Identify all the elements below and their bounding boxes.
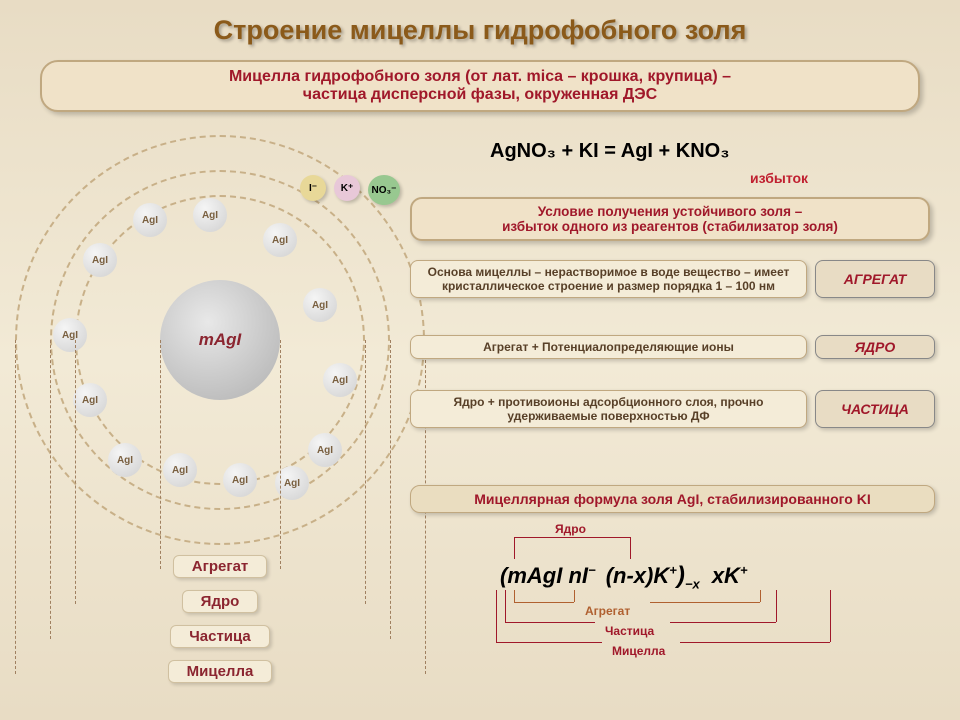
formula-area: Ядро (mAgI nI− (n-x)K+)−x xK+ Агрегат Ча… [450, 522, 920, 682]
agi-particle: AgI [53, 318, 87, 352]
guide-line [75, 340, 76, 604]
micelle-formula: (mAgI nI− (n-x)K+)−x xK+ [500, 562, 748, 591]
agi-particle: AgI [303, 288, 337, 322]
micelle-diagram: mAgI AgIAgIAgIAgIAgIAgIAgIAgIAgIAgIAgIAg… [10, 140, 430, 580]
diagram-label-2: Частица [90, 625, 350, 648]
info-tag: ЯДРО [815, 335, 935, 359]
definition-box: Мицелла гидрофобного золя (от лат. mica … [40, 60, 920, 112]
page-title: Строение мицеллы гидрофобного золя [0, 15, 960, 46]
info-text: Основа мицеллы – нерастворимое в воде ве… [410, 260, 807, 298]
guide-line [280, 340, 281, 569]
info-text: Ядро + противоионы адсорбционного слоя, … [410, 390, 807, 428]
definition-line2: частица дисперсной фазы, окруженная ДЭС [56, 86, 904, 104]
diagram-label-3: Мицелла [60, 660, 380, 683]
guide-line [160, 340, 161, 569]
ion-no3: NO₃⁻ [368, 175, 400, 205]
agi-particle: AgI [73, 383, 107, 417]
condition-box: Условие получения устойчивого золя – изб… [410, 197, 930, 241]
agi-particle: AgI [323, 363, 357, 397]
ion-i: I⁻ [300, 175, 326, 201]
core-label: mAgI [199, 330, 242, 350]
condition-line1: Условие получения устойчивого золя – [422, 204, 918, 219]
formula-title-box: Мицеллярная формула золя AgI, стабилизир… [410, 485, 935, 513]
diagram-label-1: Ядро [120, 590, 320, 613]
condition-line2: избыток одного из реагентов (стабилизато… [422, 219, 918, 234]
core-aggregate: mAgI [160, 280, 280, 400]
formula-label-yadro: Ядро [555, 522, 586, 536]
guide-line [15, 340, 16, 674]
guide-line [390, 340, 391, 639]
info-row-0: Основа мицеллы – нерастворимое в воде ве… [410, 260, 935, 298]
guide-line [365, 340, 366, 604]
reaction-equation: AgNO₃ + KI = AgI + KNO₃ [490, 140, 729, 163]
agi-particle: AgI [83, 243, 117, 277]
info-tag: АГРЕГАТ [815, 260, 935, 298]
formula-label-agregat: Агрегат [585, 604, 630, 618]
info-tag: ЧАСТИЦА [815, 390, 935, 428]
info-text: Агрегат + Потенциалопределяющие ионы [410, 335, 807, 359]
agi-particle: AgI [223, 463, 257, 497]
formula-label-chastitsa: Частица [605, 624, 654, 638]
formula-label-micella: Мицелла [612, 644, 665, 658]
agi-particle: AgI [193, 198, 227, 232]
agi-particle: AgI [263, 223, 297, 257]
diagram-label-0: Агрегат [148, 555, 293, 578]
agi-particle: AgI [163, 453, 197, 487]
agi-particle: AgI [133, 203, 167, 237]
definition-line1: Мицелла гидрофобного золя (от лат. mica … [56, 68, 904, 86]
guide-line [50, 340, 51, 639]
excess-label: избыток [750, 170, 808, 186]
agi-particle: AgI [308, 433, 342, 467]
agi-particle: AgI [108, 443, 142, 477]
info-row-2: Ядро + противоионы адсорбционного слоя, … [410, 390, 935, 428]
ion-k: K⁺ [334, 175, 360, 201]
info-row-1: Агрегат + Потенциалопределяющие ионы ЯДРО [410, 335, 935, 359]
